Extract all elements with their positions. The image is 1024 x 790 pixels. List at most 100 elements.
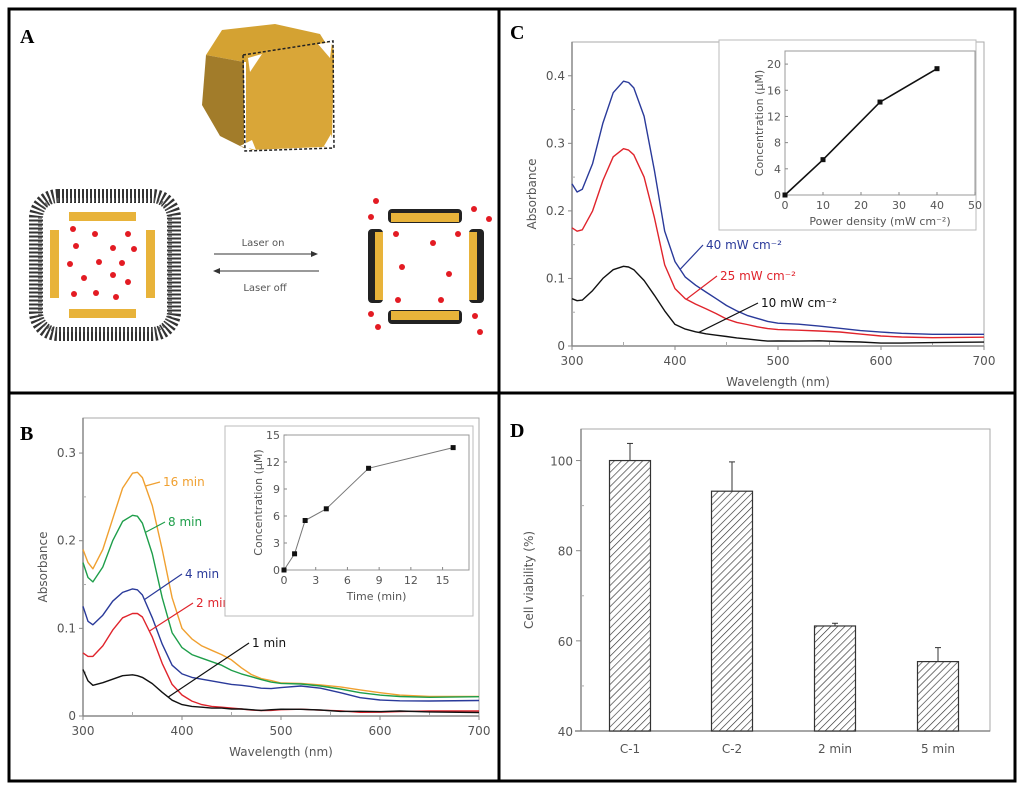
series-line-8-min [82,514,480,698]
series-label: 10 mW cm⁻² [761,296,837,310]
inset-y-tick-label: 9 [273,483,280,496]
inset-x-axis-label: Power density (mW cm⁻²) [809,215,950,228]
panel-c: C 300 400 500 600 70000.10.20.30.4Wavelength… [510,22,995,389]
cage-left-face [202,55,244,148]
panel-a: A Laser on [20,24,492,341]
series-label: 4 min [185,567,219,581]
inset-x-tick-label: 15 [436,574,450,587]
bar-2-min [813,625,857,732]
x-tick-label: 300 [561,354,584,368]
inset-series-line [283,447,454,571]
inset-data-point [782,192,788,198]
series-line-25-mw-cm- [571,147,985,339]
x-category-label: C-2 [722,742,742,756]
bar-c-1 [608,459,652,732]
inset-y-tick-label: 4 [774,163,781,176]
annotation-leader [698,302,759,333]
drug-molecule [110,272,116,278]
inset-data-point [292,551,298,557]
drug-molecule [70,226,76,232]
x-tick-label: 400 [664,354,687,368]
inset-y-tick-label: 0 [774,189,781,202]
bar-c-2 [710,490,754,732]
series-line-4-min [82,588,480,702]
x-axis-label: Wavelength (nm) [726,375,830,389]
series-line-10-mw-cm- [571,265,985,344]
drug-molecule [93,290,99,296]
inset-data-point [323,506,329,512]
panel-letter-c: C [510,22,524,44]
y-tick-label: 0.4 [546,69,565,83]
drug-molecule [375,324,381,330]
gold-wall [391,213,459,222]
drug-molecule [486,216,492,222]
drug-molecule [113,294,119,300]
inset-y-tick-label: 0 [273,564,280,577]
x-tick-label: 700 [973,354,996,368]
y-tick-label: 0.3 [57,446,76,460]
inset-frame [283,434,470,571]
inset-x-tick-label: 9 [376,574,383,587]
y-tick-label: 100 [550,455,573,469]
arrowhead-icon [213,268,220,274]
inset-y-tick-label: 8 [774,137,781,150]
drug-molecules [67,226,137,300]
drug-molecule [477,329,483,335]
panel-d: D 40 60 80 100 Cell viability (%) C-1 C-2 2 min… [510,420,991,756]
x-axis-label: Wavelength (nm) [229,745,333,759]
x-tick-label: 500 [767,354,790,368]
inset-x-axis-label: Time (min) [346,590,407,603]
cage-pore [248,54,262,72]
drug-molecule [446,271,452,277]
equilibrium-arrows: Laser on Laser off [213,238,319,294]
series-label: 2 min [196,596,230,610]
inset-y-tick-label: 20 [767,58,781,71]
inset-x-tick-label: 40 [930,199,944,212]
series-line-40-mw-cm- [571,80,984,335]
inset-data-point [450,445,456,451]
inset-x-tick-label: 50 [968,199,982,212]
released-drug-molecules [368,198,492,335]
panel-letter-d: D [510,420,524,442]
gold-wall [50,230,59,298]
y-tick-label: 80 [558,545,573,559]
gold-wall [69,309,136,318]
arrowhead-icon [311,251,318,257]
y-tick-label: 0 [557,339,565,353]
gold-wall [69,212,136,221]
drug-molecule [368,311,374,317]
gold-nanocage-illustration [202,24,335,152]
inset-data-point [877,99,883,105]
annotation-leader [167,642,250,698]
inset-frame [784,50,976,196]
x-tick-label: 300 [72,724,95,738]
x-tick-label: 600 [870,354,893,368]
inset-series-line [784,68,938,196]
annotation-leader [145,521,166,533]
cage-pore [324,134,334,146]
drug-molecule [119,260,125,266]
outer-frame [7,7,1017,783]
y-axis-label: Absorbance [36,532,50,603]
inset-x-tick-label: 20 [854,199,868,212]
inset-y-tick-label: 16 [767,84,781,97]
annotation-leader [685,275,718,300]
inset-background [224,425,474,617]
bar-5-min [916,660,960,732]
inset-y-tick-label: 12 [266,456,280,469]
drug-molecule [373,198,379,204]
drug-molecule [430,240,436,246]
inset-x-tick-label: 3 [312,574,319,587]
cage-dashed-outline [242,40,335,152]
drug-molecule [96,259,102,265]
drug-molecule [368,214,374,220]
x-category-label: 5 min [921,742,955,756]
gold-wall [391,311,459,320]
inset-data-point [934,66,940,72]
panel-frames [7,7,1017,783]
y-axis-label: Cell viability (%) [522,531,536,629]
x-tick-label: 400 [171,724,194,738]
inset-y-axis-label: Concentration (μM) [753,70,766,176]
polymer-coated-cage-open [368,198,492,335]
